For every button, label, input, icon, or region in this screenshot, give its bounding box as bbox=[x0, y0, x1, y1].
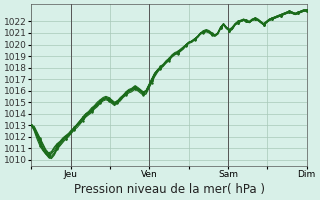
X-axis label: Pression niveau de la mer( hPa ): Pression niveau de la mer( hPa ) bbox=[74, 183, 265, 196]
